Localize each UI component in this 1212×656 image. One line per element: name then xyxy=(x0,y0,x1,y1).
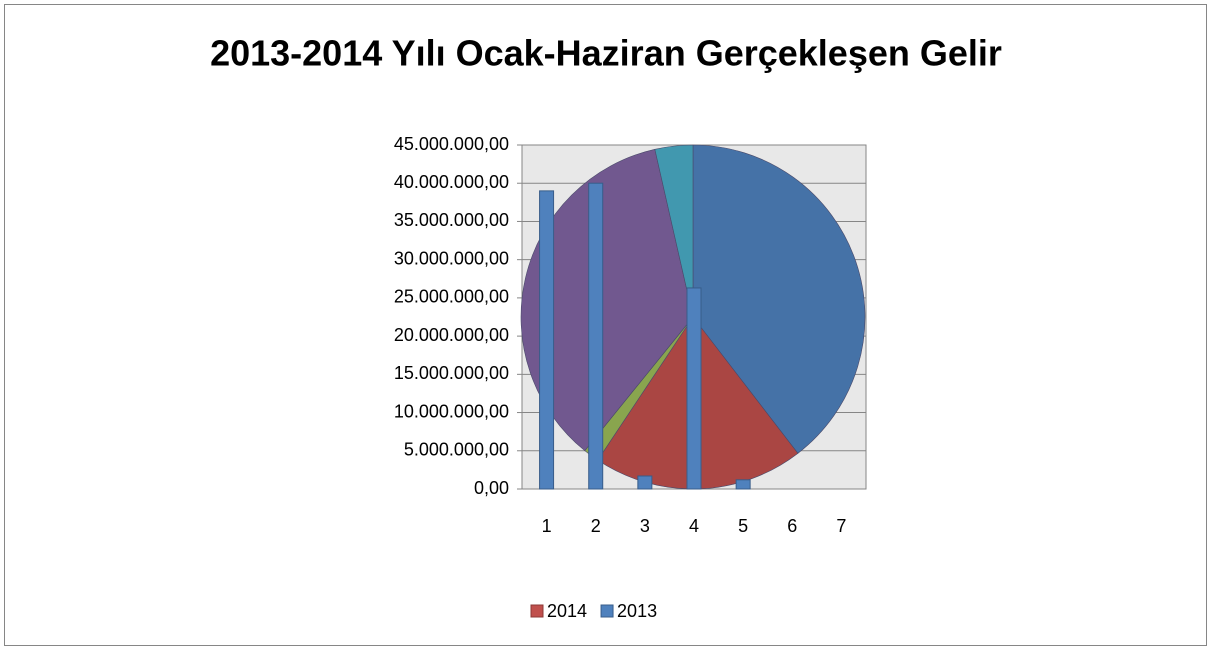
x-tick-label: 2 xyxy=(591,516,601,536)
y-tick-label: 5.000.000,00 xyxy=(404,440,509,460)
bar xyxy=(637,475,653,490)
y-tick-label: 0,00 xyxy=(474,478,509,498)
x-tick-label: 3 xyxy=(640,516,650,536)
y-tick-label: 20.000.000,00 xyxy=(394,325,509,345)
legend-swatch xyxy=(600,604,614,618)
x-tick-label: 4 xyxy=(689,516,699,536)
legend-swatch xyxy=(530,604,544,618)
y-tick-label: 25.000.000,00 xyxy=(394,287,509,307)
bar xyxy=(686,287,702,490)
chart-title: 2013-2014 Yılı Ocak-Haziran Gerçekleşen … xyxy=(210,33,1002,74)
y-tick-label: 30.000.000,00 xyxy=(394,248,509,268)
bar xyxy=(539,190,555,490)
y-tick-label: 15.000.000,00 xyxy=(394,363,509,383)
y-tick-label: 40.000.000,00 xyxy=(394,172,509,192)
x-tick-label: 6 xyxy=(787,516,797,536)
y-tick-label: 35.000.000,00 xyxy=(394,210,509,230)
bar xyxy=(588,182,604,490)
bar xyxy=(735,479,751,490)
y-tick-label: 10.000.000,00 xyxy=(394,401,509,421)
x-tick-label: 5 xyxy=(738,516,748,536)
x-tick-label: 1 xyxy=(542,516,552,536)
x-tick-label: 7 xyxy=(836,516,846,536)
legend-label: 2014 xyxy=(547,601,587,621)
legend-label: 2013 xyxy=(617,601,657,621)
y-tick-label: 45.000.000,00 xyxy=(394,134,509,154)
pie-slice xyxy=(654,144,694,318)
pie-slice xyxy=(692,144,866,454)
